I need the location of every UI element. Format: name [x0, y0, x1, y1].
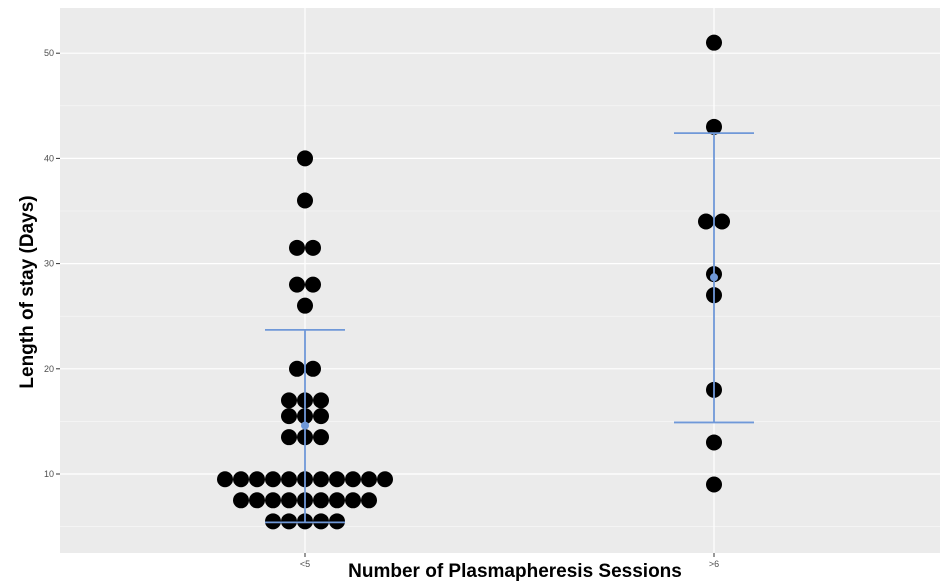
x-tick-label: >6: [709, 559, 719, 569]
data-point: [361, 471, 377, 488]
data-point: [706, 476, 722, 493]
x-axis-label: Number of Plasmapheresis Sessions: [348, 561, 682, 582]
data-point: [345, 492, 361, 509]
x-tick-label: <5: [300, 559, 310, 569]
data-point: [313, 492, 329, 509]
error-bars: [265, 132, 754, 524]
y-tick-label: 10: [44, 469, 54, 479]
data-point: [313, 429, 329, 446]
y-tick-label: 50: [44, 48, 54, 58]
y-tick-label: 30: [44, 259, 54, 269]
data-point: [281, 392, 297, 409]
data-point: [313, 408, 329, 425]
data-point: [714, 213, 730, 230]
data-point: [217, 471, 233, 488]
data-point: [305, 276, 321, 293]
data-point: [698, 213, 714, 230]
data-point: [329, 492, 345, 509]
data-point: [265, 471, 281, 488]
data-point: [313, 392, 329, 409]
data-point: [377, 471, 393, 488]
data-point: [313, 471, 329, 488]
mean-point: [301, 421, 309, 430]
y-axis-label: Length of stay (Days): [17, 195, 38, 389]
data-point: [281, 471, 297, 488]
data-point: [305, 239, 321, 256]
mean-point: [710, 273, 718, 282]
data-point: [289, 239, 305, 256]
data-point: [297, 150, 313, 167]
data-point: [345, 471, 361, 488]
y-axis-ticks: 10 20 30 40 50: [44, 48, 60, 479]
data-point: [249, 471, 265, 488]
data-point: [281, 513, 297, 530]
data-point: [313, 513, 329, 530]
data-point: [361, 492, 377, 509]
data-point: [281, 408, 297, 425]
data-point: [297, 192, 313, 209]
data-point: [281, 429, 297, 446]
data-point: [329, 513, 345, 530]
y-tick-label: 20: [44, 364, 54, 374]
data-point: [706, 118, 722, 135]
gridlines: [60, 8, 940, 553]
data-point: [265, 513, 281, 530]
data-point: [265, 492, 281, 509]
data-point: [706, 434, 722, 451]
x-axis-ticks: <5 >6: [300, 553, 719, 569]
data-point: [289, 276, 305, 293]
data-point: [281, 492, 297, 509]
y-tick-label: 40: [44, 153, 54, 163]
data-point: [329, 471, 345, 488]
data-point: [297, 297, 313, 314]
data-point: [706, 34, 722, 51]
data-point: [289, 360, 305, 377]
data-point: [233, 492, 249, 509]
data-point: [305, 360, 321, 377]
data-point: [233, 471, 249, 488]
plot-panel: [60, 8, 940, 553]
data-point: [249, 492, 265, 509]
